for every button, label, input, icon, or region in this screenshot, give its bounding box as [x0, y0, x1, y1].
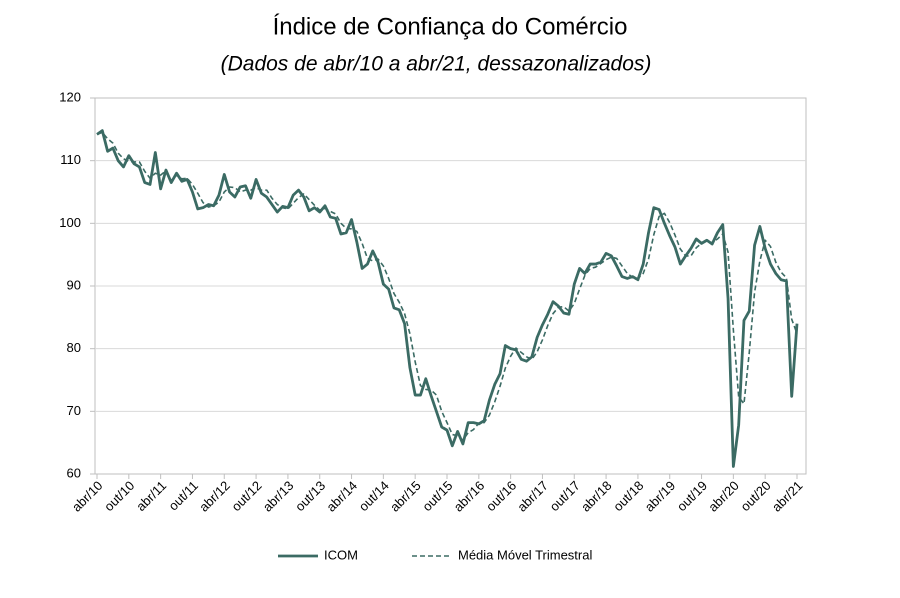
y-tick-label: 80	[67, 340, 81, 355]
x-tick-label: out/10	[101, 478, 137, 514]
x-tick-label: out/13	[292, 478, 328, 514]
y-tick-label: 120	[59, 89, 81, 104]
x-tick-label: out/15	[419, 478, 455, 514]
x-tick-label: abr/20	[705, 478, 742, 515]
x-tick-label: out/14	[356, 478, 392, 514]
x-tick-label: out/11	[166, 478, 201, 513]
x-tick-label: out/12	[228, 478, 264, 514]
y-tick-label: 70	[67, 403, 81, 418]
x-tick-label: abr/15	[387, 478, 424, 515]
x-tick-label: out/20	[738, 478, 774, 514]
x-tick-label: abr/18	[578, 478, 615, 515]
y-tick-label: 90	[67, 277, 81, 292]
y-tick-label: 100	[59, 215, 81, 230]
x-tick-label: out/16	[483, 478, 519, 514]
chart-subtitle: (Dados de abr/10 a abr/21, dessazonaliza…	[221, 53, 652, 76]
x-tick-label: out/17	[547, 478, 583, 514]
x-tick-label: out/19	[674, 478, 710, 514]
chart-title: Índice de Confiança do Comércio	[273, 13, 628, 40]
y-tick-label: 60	[67, 465, 81, 480]
x-tick-label: abr/12	[196, 478, 233, 515]
x-tick-label: abr/19	[642, 478, 679, 515]
x-tick-label: abr/14	[323, 478, 360, 515]
series-line	[96, 129, 799, 468]
x-tick-label: abr/10	[69, 478, 106, 515]
legend-label: ICOM	[324, 547, 358, 562]
x-tick-label: abr/16	[451, 478, 488, 515]
x-tick-label: abr/17	[514, 478, 551, 515]
x-tick-label: abr/21	[769, 478, 806, 515]
y-tick-label: 110	[60, 152, 81, 167]
x-tick-label: out/18	[610, 478, 646, 514]
x-tick-label: abr/13	[260, 478, 297, 515]
x-tick-label: abr/11	[133, 478, 169, 514]
legend-label: Média Móvel Trimestral	[458, 547, 592, 562]
